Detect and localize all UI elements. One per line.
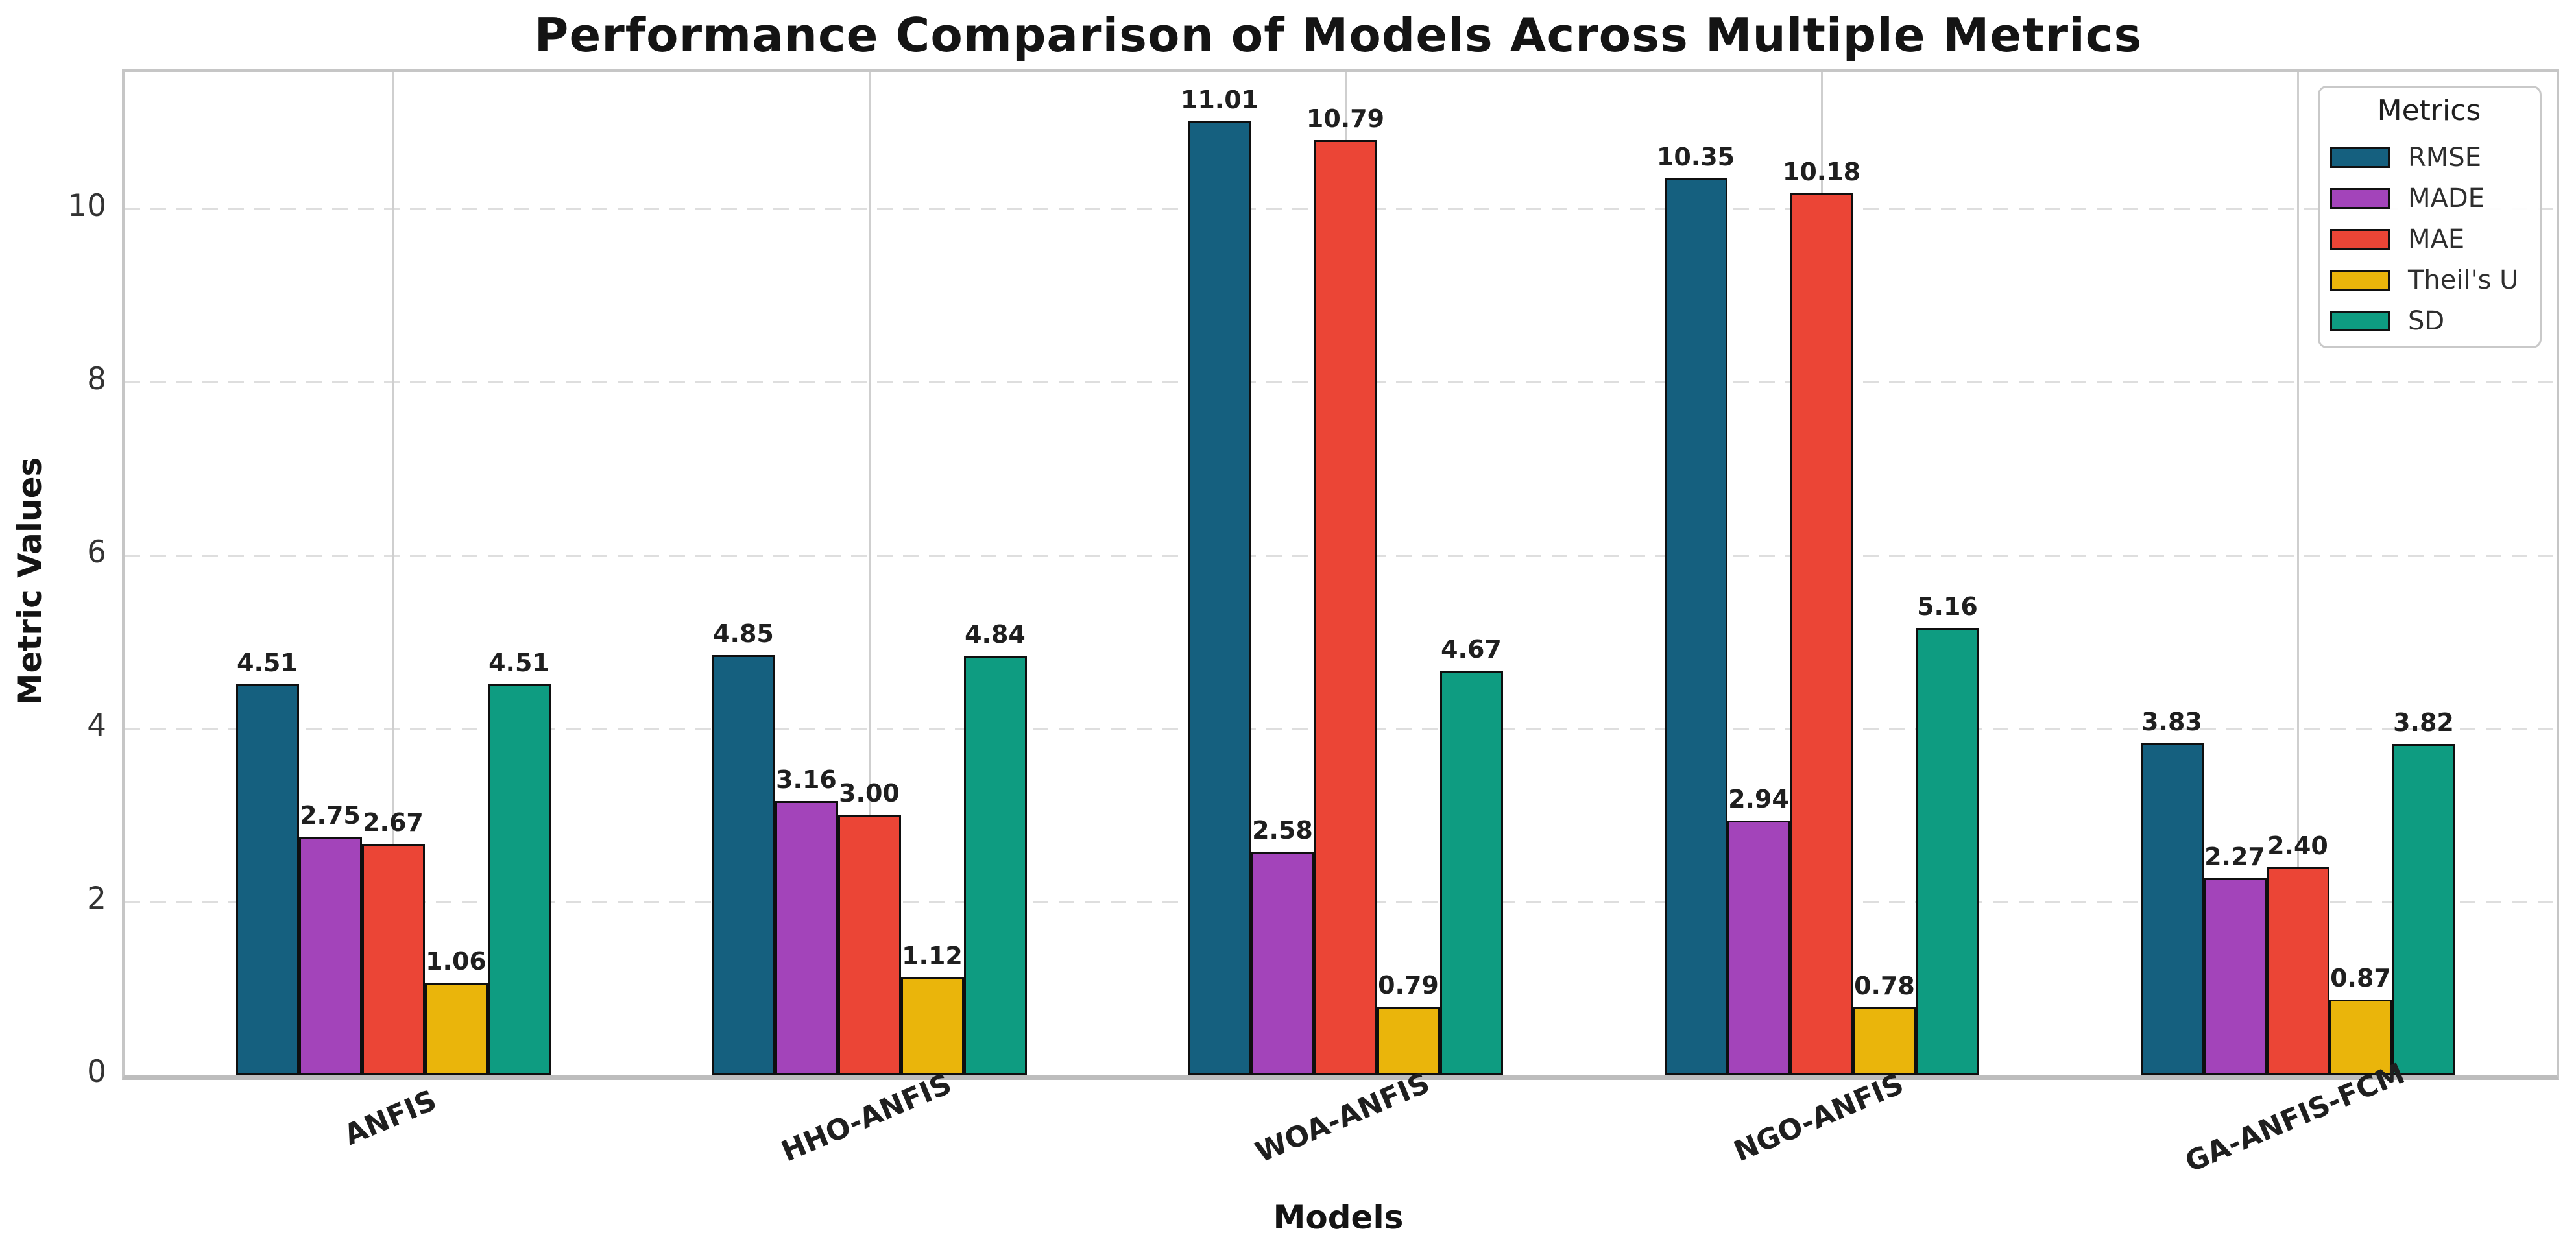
bar-theil-s-u	[900, 977, 964, 1075]
bar-value-label: 0.78	[1854, 971, 1915, 1000]
bar-value-label: 2.40	[2267, 831, 2328, 860]
bar-sd	[963, 655, 1027, 1075]
bar-sd	[2392, 744, 2455, 1075]
bar-value-label: 0.79	[1378, 970, 1439, 1000]
bar-theil-s-u	[2329, 999, 2392, 1075]
bar-made	[1727, 820, 1790, 1075]
bar-value-label: 3.83	[2141, 707, 2202, 736]
bar-rmse	[235, 684, 299, 1075]
bar-value-label: 10.35	[1656, 143, 1735, 172]
y-tick-label: 2	[87, 880, 106, 917]
legend-label: RMSE	[2408, 143, 2481, 173]
bar-mae	[837, 815, 901, 1075]
bar-mae	[2266, 867, 2329, 1075]
bar-value-label: 2.67	[363, 808, 424, 837]
bar-rmse	[2140, 743, 2204, 1075]
legend-swatch-icon	[2330, 147, 2390, 169]
bar-rmse	[1664, 178, 1727, 1075]
bar-mae	[1790, 193, 1853, 1075]
legend-label: MAE	[2408, 224, 2465, 255]
bar-sd	[1916, 628, 1979, 1075]
bar-value-label: 1.12	[902, 942, 963, 971]
bar-value-label: 3.16	[776, 765, 837, 795]
bar-value-label: 0.87	[2330, 963, 2391, 992]
y-tick-label: 8	[87, 361, 106, 397]
plot-area: 4.51 2.75 2.67 1.06 4.51 4.85 3.16 3.00 1.12 4.84…	[122, 69, 2559, 1080]
bar-made	[775, 801, 838, 1075]
bar-value-label: 2.94	[1728, 784, 1789, 813]
bar-theil-s-u	[1853, 1007, 1916, 1075]
x-axis-label: Models	[1273, 1199, 1404, 1236]
legend-item-theil-s-u: Theil's U	[2330, 260, 2528, 301]
x-gridline	[2297, 72, 2299, 1075]
legend-swatch-icon	[2330, 188, 2390, 210]
x-tick-label: WOA-ANFIS	[1251, 1066, 1435, 1169]
legend-item-mae: MAE	[2330, 219, 2528, 260]
bar-value-label: 1.06	[426, 947, 487, 976]
bar-value-label: 4.67	[1441, 634, 1502, 664]
legend-item-rmse: RMSE	[2330, 138, 2528, 178]
y-axis-label: Metric Values	[11, 457, 49, 706]
x-gridline	[869, 72, 871, 1075]
bar-theil-s-u	[424, 983, 488, 1075]
bar-value-label: 3.00	[839, 779, 900, 808]
chart-title: Performance Comparison of Models Across …	[534, 8, 2143, 62]
x-tick-label: NGO-ANFIS	[1729, 1067, 1908, 1169]
bar-sd	[1439, 670, 1503, 1075]
legend: Metrics RMSE MADE MAE Theil's U SD	[2318, 86, 2542, 348]
bar-made	[1251, 851, 1314, 1075]
legend-swatch-icon	[2330, 229, 2390, 250]
y-tick-label: 10	[67, 187, 106, 224]
bar-mae	[361, 843, 425, 1075]
bar-value-label: 2.58	[1252, 815, 1313, 845]
bar-value-label: 10.79	[1306, 104, 1385, 134]
bar-theil-s-u	[1377, 1006, 1440, 1075]
bar-made	[298, 836, 362, 1075]
legend-item-sd: SD	[2330, 301, 2528, 342]
legend-title: Metrics	[2377, 94, 2481, 127]
x-tick-label: ANFIS	[339, 1083, 442, 1153]
y-tick-label: 6	[87, 534, 106, 570]
legend-label: MADE	[2408, 184, 2485, 214]
bar-value-label: 2.27	[2204, 842, 2265, 871]
legend-items: RMSE MADE MAE Theil's U SD	[2330, 138, 2528, 342]
legend-swatch-icon	[2330, 311, 2390, 332]
legend-label: Theil's U	[2408, 265, 2519, 296]
bar-value-label: 10.18	[1782, 157, 1861, 186]
bar-value-label: 2.75	[300, 800, 361, 830]
bar-rmse	[712, 654, 775, 1075]
legend-label: SD	[2408, 306, 2445, 337]
bar-value-label: 4.84	[965, 619, 1026, 649]
bar-value-label: 4.85	[713, 619, 774, 648]
bar-value-label: 11.01	[1180, 86, 1259, 115]
bar-rmse	[1188, 121, 1251, 1075]
bar-sd	[487, 684, 551, 1075]
bar-value-label: 4.51	[237, 648, 298, 677]
x-tick-label: HHO-ANFIS	[776, 1067, 957, 1169]
bar-value-label: 3.82	[2393, 708, 2454, 737]
y-tick-label: 0	[87, 1054, 106, 1090]
bar-mae	[1314, 140, 1377, 1075]
y-tick-label: 4	[87, 707, 106, 743]
x-gridline	[392, 72, 394, 1075]
bar-value-label: 4.51	[488, 648, 549, 677]
legend-swatch-icon	[2330, 270, 2390, 291]
bar-value-label: 5.16	[1917, 592, 1978, 621]
bar-made	[2203, 878, 2267, 1075]
legend-item-made: MADE	[2330, 178, 2528, 219]
